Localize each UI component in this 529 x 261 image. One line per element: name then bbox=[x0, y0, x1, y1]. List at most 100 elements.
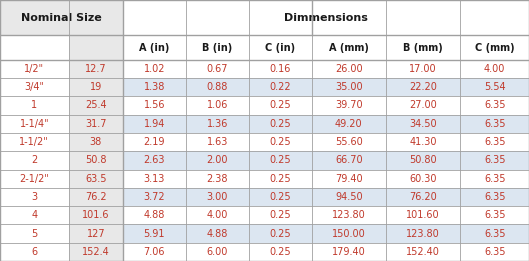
Bar bbox=[249, 78, 312, 96]
Text: 34.50: 34.50 bbox=[409, 119, 437, 129]
Text: 0.25: 0.25 bbox=[269, 119, 291, 129]
Text: 49.20: 49.20 bbox=[335, 119, 363, 129]
Text: 0.25: 0.25 bbox=[269, 155, 291, 165]
Bar bbox=[312, 188, 386, 206]
Text: Dimmensions: Dimmensions bbox=[284, 13, 368, 23]
Bar bbox=[460, 170, 529, 188]
Text: 63.5: 63.5 bbox=[85, 174, 106, 184]
Bar bbox=[123, 35, 186, 60]
Bar bbox=[69, 115, 123, 133]
Bar bbox=[0, 60, 69, 78]
Bar bbox=[123, 243, 186, 261]
Text: A (mm): A (mm) bbox=[329, 43, 369, 52]
Bar bbox=[0, 188, 69, 206]
Bar bbox=[460, 78, 529, 96]
Bar bbox=[386, 170, 460, 188]
Text: 0.88: 0.88 bbox=[207, 82, 228, 92]
Text: 2-1/2": 2-1/2" bbox=[20, 174, 49, 184]
Bar bbox=[0, 170, 69, 188]
Text: 2.63: 2.63 bbox=[144, 155, 165, 165]
Text: 76.2: 76.2 bbox=[85, 192, 107, 202]
Text: 6.35: 6.35 bbox=[484, 137, 505, 147]
Bar bbox=[186, 96, 249, 115]
Text: 38: 38 bbox=[90, 137, 102, 147]
Bar bbox=[312, 35, 386, 60]
Text: A (in): A (in) bbox=[139, 43, 170, 52]
Bar bbox=[0, 206, 69, 224]
Bar bbox=[249, 151, 312, 170]
Text: 55.60: 55.60 bbox=[335, 137, 363, 147]
Bar bbox=[386, 115, 460, 133]
Bar bbox=[123, 188, 186, 206]
Text: 1.06: 1.06 bbox=[207, 100, 228, 110]
Bar bbox=[186, 133, 249, 151]
Text: 79.40: 79.40 bbox=[335, 174, 363, 184]
Text: 27.00: 27.00 bbox=[409, 100, 437, 110]
Text: 1.94: 1.94 bbox=[144, 119, 165, 129]
Text: 25.4: 25.4 bbox=[85, 100, 107, 110]
Text: 1.63: 1.63 bbox=[207, 137, 228, 147]
Text: 4.00: 4.00 bbox=[484, 64, 505, 74]
Bar bbox=[460, 224, 529, 243]
Text: 0.25: 0.25 bbox=[269, 192, 291, 202]
Bar bbox=[460, 243, 529, 261]
Bar bbox=[186, 60, 249, 78]
Text: 3/4": 3/4" bbox=[24, 82, 44, 92]
Bar bbox=[0, 115, 69, 133]
Bar bbox=[123, 206, 186, 224]
Text: 6.35: 6.35 bbox=[484, 229, 505, 239]
Bar bbox=[460, 60, 529, 78]
Text: 4.88: 4.88 bbox=[207, 229, 228, 239]
Text: 2.38: 2.38 bbox=[206, 174, 228, 184]
Text: 6.00: 6.00 bbox=[207, 247, 228, 257]
Bar bbox=[0, 0, 123, 35]
Text: 2.00: 2.00 bbox=[206, 155, 228, 165]
Text: 6.35: 6.35 bbox=[484, 174, 505, 184]
Bar bbox=[386, 133, 460, 151]
Bar bbox=[460, 151, 529, 170]
Bar bbox=[69, 170, 123, 188]
Bar bbox=[0, 224, 69, 243]
Text: 0.25: 0.25 bbox=[269, 174, 291, 184]
Bar bbox=[460, 115, 529, 133]
Text: 1.56: 1.56 bbox=[144, 100, 165, 110]
Text: 6.35: 6.35 bbox=[484, 247, 505, 257]
Bar bbox=[123, 0, 529, 35]
Bar bbox=[249, 243, 312, 261]
Bar bbox=[186, 170, 249, 188]
Bar bbox=[312, 206, 386, 224]
Text: 7.06: 7.06 bbox=[144, 247, 165, 257]
Text: 1/2": 1/2" bbox=[24, 64, 44, 74]
Text: 6: 6 bbox=[31, 247, 38, 257]
Bar bbox=[69, 60, 123, 78]
Bar bbox=[69, 224, 123, 243]
Text: 1.38: 1.38 bbox=[144, 82, 165, 92]
Text: 1: 1 bbox=[31, 100, 38, 110]
Text: 60.30: 60.30 bbox=[409, 174, 437, 184]
Bar bbox=[0, 243, 69, 261]
Text: 0.25: 0.25 bbox=[269, 137, 291, 147]
Text: 0.67: 0.67 bbox=[206, 64, 228, 74]
Bar bbox=[123, 96, 186, 115]
Bar bbox=[69, 35, 123, 60]
Bar bbox=[312, 224, 386, 243]
Bar bbox=[386, 96, 460, 115]
Text: 6.35: 6.35 bbox=[484, 192, 505, 202]
Text: 123.80: 123.80 bbox=[406, 229, 440, 239]
Text: 26.00: 26.00 bbox=[335, 64, 363, 74]
Bar bbox=[123, 60, 186, 78]
Bar bbox=[123, 115, 186, 133]
Text: 101.60: 101.60 bbox=[406, 210, 440, 220]
Text: 41.30: 41.30 bbox=[409, 137, 437, 147]
Text: 3.00: 3.00 bbox=[207, 192, 228, 202]
Bar bbox=[386, 60, 460, 78]
Bar bbox=[186, 243, 249, 261]
Text: B (in): B (in) bbox=[202, 43, 232, 52]
Bar bbox=[186, 151, 249, 170]
Text: 1-1/2": 1-1/2" bbox=[20, 137, 49, 147]
Bar bbox=[0, 133, 69, 151]
Bar bbox=[69, 151, 123, 170]
Text: 123.80: 123.80 bbox=[332, 210, 366, 220]
Text: 1-1/4": 1-1/4" bbox=[20, 119, 49, 129]
Bar bbox=[69, 206, 123, 224]
